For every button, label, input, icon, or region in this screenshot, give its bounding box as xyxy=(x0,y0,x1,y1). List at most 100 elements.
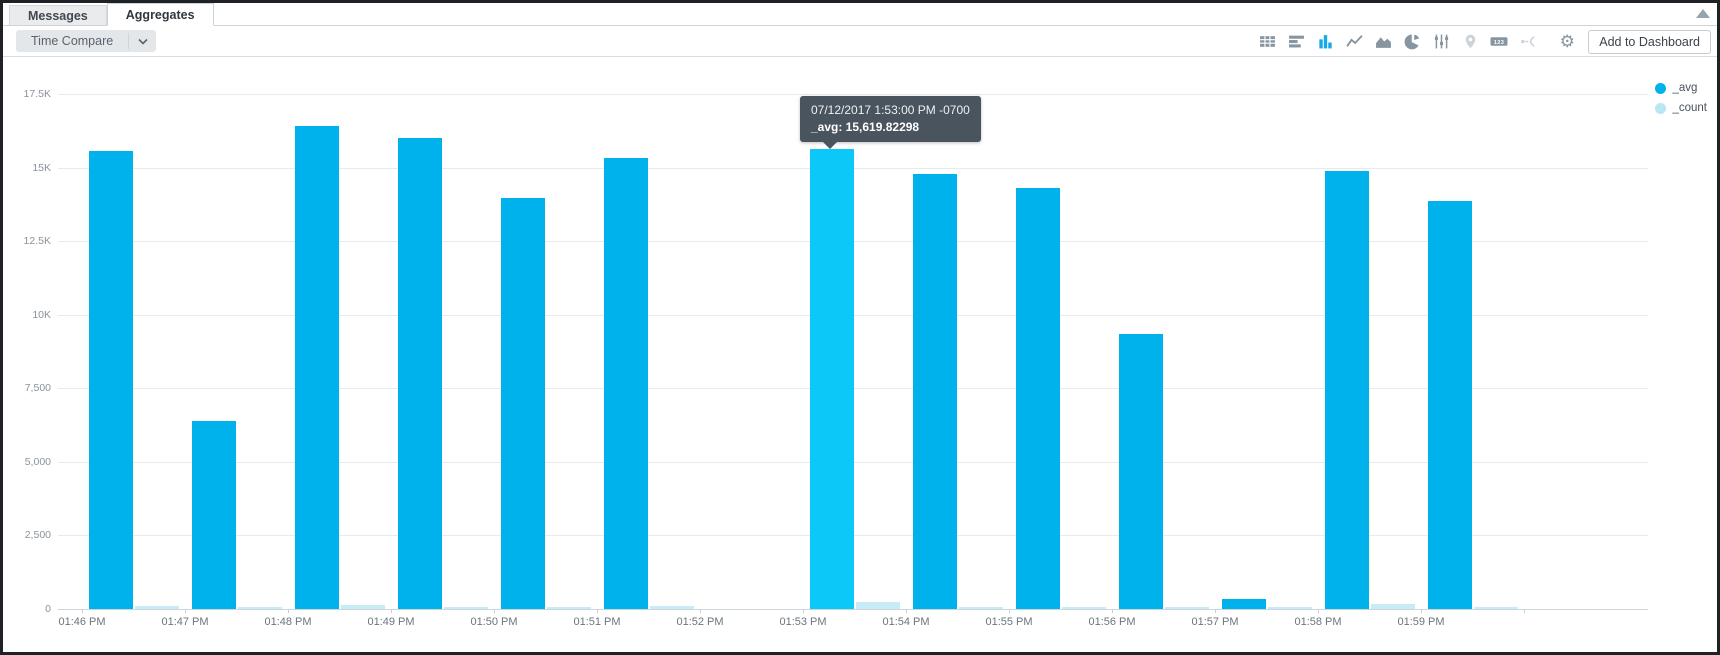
count-bar[interactable] xyxy=(547,607,591,609)
count-bar[interactable] xyxy=(856,601,900,609)
avg-bar[interactable] xyxy=(1222,598,1266,609)
avg-bar[interactable] xyxy=(89,151,133,609)
avg-bar[interactable] xyxy=(398,138,442,609)
time-slot: 01:51 PM xyxy=(573,94,700,628)
gridline xyxy=(58,94,1648,95)
legend-item-avg[interactable]: _avg xyxy=(1655,82,1707,94)
count-bar[interactable] xyxy=(444,606,488,609)
svg-text:123: 123 xyxy=(1494,40,1505,46)
time-compare-label: Time Compare xyxy=(31,34,114,48)
legend-label: _avg xyxy=(1672,82,1698,94)
x-axis-tick xyxy=(597,609,598,613)
y-axis-label: 0 xyxy=(45,603,51,615)
legend-dot xyxy=(1655,82,1667,94)
x-axis-label: 01:53 PM xyxy=(779,616,827,628)
numeric-icon[interactable]: 123 xyxy=(1490,33,1508,51)
legend-dot xyxy=(1655,102,1667,114)
avg-bar[interactable] xyxy=(1119,333,1163,609)
table-icon[interactable] xyxy=(1258,33,1276,51)
time-slot: 01:56 PM xyxy=(1088,94,1215,628)
x-axis-tick xyxy=(1215,609,1216,613)
x-axis-tick xyxy=(1318,609,1319,613)
avg-bar[interactable] xyxy=(810,149,854,609)
y-axis-label: 5,000 xyxy=(24,455,51,468)
tab-aggregates[interactable]: Aggregates xyxy=(106,3,214,26)
x-axis-tick xyxy=(185,609,186,613)
avg-bar[interactable] xyxy=(1016,188,1060,609)
time-slot: 01:49 PM xyxy=(367,94,494,628)
time-slot: 01:47 PM xyxy=(161,94,288,628)
gear-icon[interactable]: ⚙ xyxy=(1559,32,1575,51)
avg-bar[interactable] xyxy=(501,198,545,609)
bar-horizontal-icon[interactable] xyxy=(1287,33,1305,51)
button-divider xyxy=(128,33,130,49)
time-slot: 01:54 PM xyxy=(882,94,1009,628)
tab-messages[interactable]: Messages xyxy=(9,5,107,25)
area-icon[interactable] xyxy=(1374,33,1392,51)
y-axis-label: 17.5K xyxy=(23,88,51,100)
y-axis-label: 12.5K xyxy=(23,235,51,248)
chart-region: _avg _count 07/12/2017 1:53:00 PM -0700 _… xyxy=(3,58,1717,652)
avg-bar[interactable] xyxy=(192,420,236,609)
tooltip-value: _avg: 15,619.82298 xyxy=(811,120,920,134)
avg-bar[interactable] xyxy=(913,174,957,609)
avg-bar[interactable] xyxy=(295,126,339,609)
x-axis-label: 01:54 PM xyxy=(882,616,930,628)
chevron-down-icon[interactable] xyxy=(129,30,156,52)
time-compare-button[interactable]: Time Compare xyxy=(16,30,157,52)
scroll-up-icon[interactable] xyxy=(1696,9,1710,18)
avg-bar[interactable] xyxy=(1428,201,1472,609)
time-slot: 01:58 PM xyxy=(1294,94,1421,628)
map-pin-icon[interactable] xyxy=(1461,33,1479,51)
count-bar[interactable] xyxy=(1165,606,1209,609)
avg-bar[interactable] xyxy=(604,158,648,609)
x-axis-label: 01:49 PM xyxy=(367,616,415,628)
count-bar[interactable] xyxy=(1062,607,1106,609)
add-to-dashboard-button[interactable]: Add to Dashboard xyxy=(1588,29,1711,54)
flow-icon[interactable] xyxy=(1519,33,1537,51)
x-axis-tick xyxy=(1524,609,1525,613)
sliders-icon[interactable] xyxy=(1432,33,1450,51)
count-bar[interactable] xyxy=(650,606,694,609)
legend-label: _count xyxy=(1672,102,1707,114)
count-bar[interactable] xyxy=(959,606,1003,609)
x-axis-label: 01:47 PM xyxy=(161,616,209,628)
tooltip-arrow xyxy=(823,142,837,149)
plot-area: 01:46 PM 01:47 PM 01:48 PM 01:49 PM 01:50 PM… xyxy=(58,94,1525,628)
time-slot: 01:48 PM xyxy=(264,94,391,628)
x-axis-tick xyxy=(494,609,495,613)
tooltip-timestamp: 07/12/2017 1:53:00 PM -0700 xyxy=(811,103,970,117)
bar-vertical-icon[interactable] xyxy=(1316,33,1334,51)
count-bar[interactable] xyxy=(135,605,179,609)
x-axis-tick xyxy=(1112,609,1113,613)
chart-tooltip: 07/12/2017 1:53:00 PM -0700 _avg: 15,619… xyxy=(800,96,981,149)
y-axis-label: 10K xyxy=(32,308,51,321)
x-axis-tick xyxy=(1421,609,1422,613)
time-slot: 01:50 PM xyxy=(470,94,597,628)
count-bar[interactable] xyxy=(341,604,385,609)
count-bar[interactable] xyxy=(1371,603,1415,609)
legend-item-count[interactable]: _count xyxy=(1655,102,1707,114)
pie-icon[interactable] xyxy=(1403,33,1421,51)
x-axis-label: 01:58 PM xyxy=(1294,616,1342,628)
count-bar[interactable] xyxy=(1268,607,1312,609)
x-axis-label: 01:50 PM xyxy=(470,616,518,628)
x-axis-label: 01:48 PM xyxy=(264,616,312,628)
x-axis-tick xyxy=(391,609,392,613)
avg-bar[interactable] xyxy=(1325,170,1369,609)
time-slot: 01:55 PM xyxy=(985,94,1112,628)
count-bar[interactable] xyxy=(238,607,282,609)
x-axis-tick xyxy=(906,609,907,613)
x-axis-label: 01:57 PM xyxy=(1191,616,1239,628)
chart-legend: _avg _count xyxy=(1655,82,1707,122)
tab-bar: Messages Aggregates xyxy=(3,3,1717,26)
x-axis-tick xyxy=(82,609,83,613)
x-axis-label: 01:59 PM xyxy=(1397,616,1445,628)
x-axis-label: 01:46 PM xyxy=(58,616,106,628)
toolbar: Time Compare 123 ⚙ Add to Dashboard xyxy=(3,26,1717,57)
x-axis-label: 01:51 PM xyxy=(573,616,621,628)
line-icon[interactable] xyxy=(1345,33,1363,51)
time-slot: 01:46 PM xyxy=(58,94,185,628)
count-bar[interactable] xyxy=(1474,606,1518,609)
